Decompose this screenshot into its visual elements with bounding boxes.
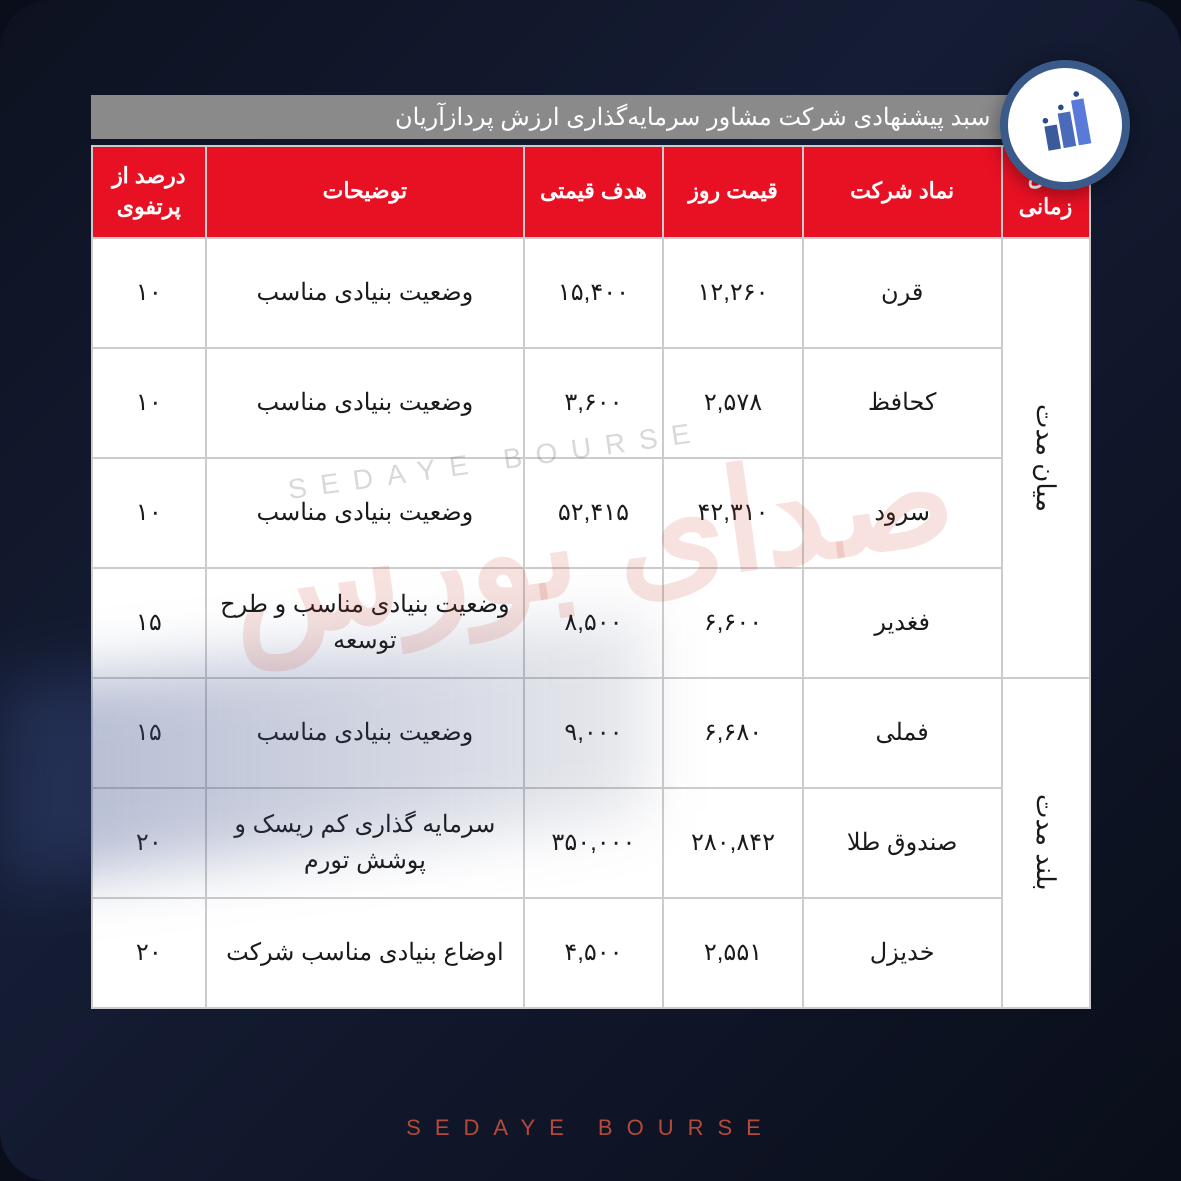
logo	[1000, 60, 1130, 190]
desc-cell: وضعیت بنیادی مناسب	[206, 238, 524, 348]
table-row: بلند مدت فملی ۶,۶۸۰ ۹,۰۰۰ وضعیت بنیادی م…	[92, 678, 1090, 788]
symbol-cell: سرود	[803, 458, 1002, 568]
col-price: قیمت روز	[663, 146, 803, 238]
table-row: صندوق طلا ۲۸۰,۸۴۲ ۳۵۰,۰۰۰ سرمایه گذاری ک…	[92, 788, 1090, 898]
portfolio-table: افق زمانی نماد شرکت قیمت روز هدف قیمتی ت…	[91, 145, 1091, 1009]
symbol-cell: خدیزل	[803, 898, 1002, 1008]
table-body: میان مدت قرن ۱۲,۲۶۰ ۱۵,۴۰۰ وضعیت بنیادی …	[92, 238, 1090, 1008]
footer-text: SEDAYE BOURSE	[0, 1115, 1181, 1141]
symbol-cell: فغدیر	[803, 568, 1002, 678]
page-title: سبد پیشنهادی شرکت مشاور سرمایه‌گذاری ارز…	[395, 103, 991, 132]
target-cell: ۹,۰۰۰	[524, 678, 664, 788]
target-cell: ۳۵۰,۰۰۰	[524, 788, 664, 898]
desc-cell: وضعیت بنیادی مناسب	[206, 458, 524, 568]
target-cell: ۴,۵۰۰	[524, 898, 664, 1008]
pct-cell: ۲۰	[92, 898, 207, 1008]
desc-cell: سرمایه گذاری کم ریسک و پوشش تورم	[206, 788, 524, 898]
target-cell: ۳,۶۰۰	[524, 348, 664, 458]
logo-icon	[1030, 88, 1100, 163]
page-container: سبد پیشنهادی شرکت مشاور سرمایه‌گذاری ارز…	[0, 0, 1181, 1181]
pct-cell: ۱۰	[92, 458, 207, 568]
pct-cell: ۱۵	[92, 678, 207, 788]
desc-cell: وضعیت بنیادی مناسب و طرح توسعه	[206, 568, 524, 678]
pct-cell: ۱۰	[92, 238, 207, 348]
symbol-cell: فملی	[803, 678, 1002, 788]
table-row: فغدیر ۶,۶۰۰ ۸,۵۰۰ وضعیت بنیادی مناسب و ط…	[92, 568, 1090, 678]
desc-cell: وضعیت بنیادی مناسب	[206, 678, 524, 788]
symbol-cell: قرن	[803, 238, 1002, 348]
col-symbol: نماد شرکت	[803, 146, 1002, 238]
logo-ring	[1000, 60, 1130, 190]
desc-cell: وضعیت بنیادی مناسب	[206, 348, 524, 458]
pct-cell: ۲۰	[92, 788, 207, 898]
desc-cell: اوضاع بنیادی مناسب شرکت	[206, 898, 524, 1008]
pct-cell: ۱۰	[92, 348, 207, 458]
col-pct: درصد از پرتفوی	[92, 146, 207, 238]
col-target: هدف قیمتی	[524, 146, 664, 238]
target-cell: ۸,۵۰۰	[524, 568, 664, 678]
price-cell: ۴۲,۳۱۰	[663, 458, 803, 568]
target-cell: ۵۲,۴۱۵	[524, 458, 664, 568]
pct-cell: ۱۵	[92, 568, 207, 678]
target-cell: ۱۵,۴۰۰	[524, 238, 664, 348]
price-cell: ۲,۵۵۱	[663, 898, 803, 1008]
table-row: خدیزل ۲,۵۵۱ ۴,۵۰۰ اوضاع بنیادی مناسب شرک…	[92, 898, 1090, 1008]
price-cell: ۲۸۰,۸۴۲	[663, 788, 803, 898]
price-cell: ۶,۶۰۰	[663, 568, 803, 678]
title-bar: سبد پیشنهادی شرکت مشاور سرمایه‌گذاری ارز…	[91, 95, 1091, 139]
table-row: سرود ۴۲,۳۱۰ ۵۲,۴۱۵ وضعیت بنیادی مناسب ۱۰	[92, 458, 1090, 568]
table-header-row: افق زمانی نماد شرکت قیمت روز هدف قیمتی ت…	[92, 146, 1090, 238]
price-cell: ۶,۶۸۰	[663, 678, 803, 788]
symbol-cell: صندوق طلا	[803, 788, 1002, 898]
horizon-cell: میان مدت	[1002, 238, 1090, 678]
price-cell: ۱۲,۲۶۰	[663, 238, 803, 348]
table-row: کحافظ ۲,۵۷۸ ۳,۶۰۰ وضعیت بنیادی مناسب ۱۰	[92, 348, 1090, 458]
price-cell: ۲,۵۷۸	[663, 348, 803, 458]
table-row: میان مدت قرن ۱۲,۲۶۰ ۱۵,۴۰۰ وضعیت بنیادی …	[92, 238, 1090, 348]
symbol-cell: کحافظ	[803, 348, 1002, 458]
horizon-cell: بلند مدت	[1002, 678, 1090, 1008]
col-desc: توضیحات	[206, 146, 524, 238]
